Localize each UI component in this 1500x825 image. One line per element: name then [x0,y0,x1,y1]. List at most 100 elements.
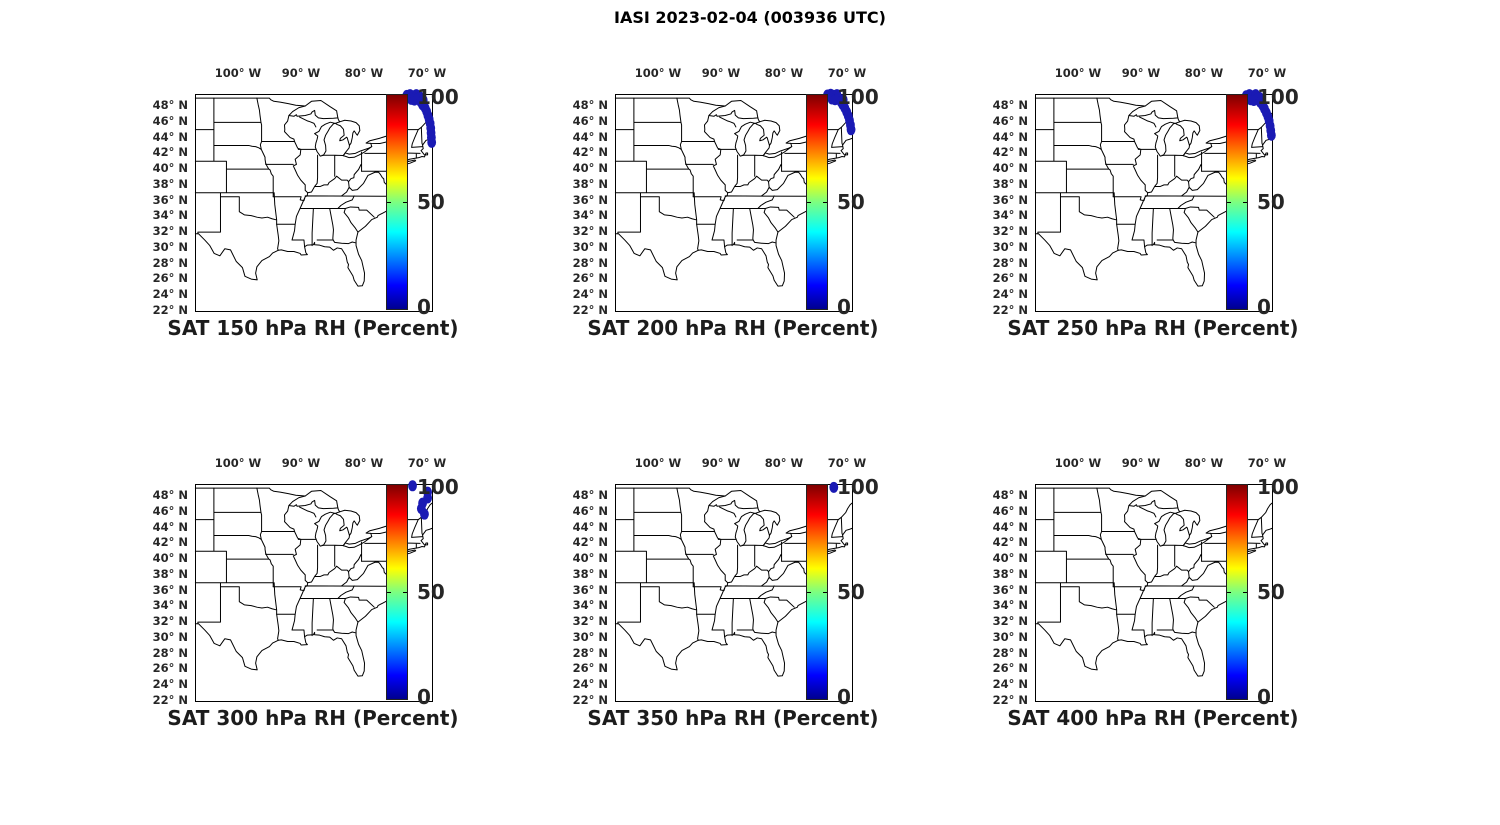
lat-tick-label: 24° N [572,677,608,692]
map-panel-150hpa: 100° W 90° W 80° W 70° W 48° N 46° N 44° N 42°… [140,54,540,364]
colorbar-label-mid: 50 [1257,190,1285,214]
colorbar-label-min: 0 [837,295,851,319]
lat-tick-label: 40° N [572,161,608,176]
colorbar [386,94,408,310]
lat-tick-label: 34° N [572,598,608,613]
colorbar [386,484,408,700]
lat-tick-label: 26° N [152,661,188,676]
us-map [614,88,856,287]
map-panel-250hpa: 100° W 90° W 80° W 70° W 48° N 46° N 44° N 42°… [980,54,1380,364]
colorbar-mid-tick-right [1243,202,1247,203]
lat-tick-label: 48° N [572,488,608,502]
lat-tick-label: 38° N [152,566,188,581]
map-panel-200hpa: 100° W 90° W 80° W 70° W 48° N 46° N 44° N 42°… [560,54,960,364]
lat-tick-label: 28° N [572,645,608,660]
colorbar [806,484,828,700]
lat-tick-label: 24° N [992,677,1028,692]
lon-tick-label: 70° W [407,456,447,470]
map-panel-400hpa: 100° W 90° W 80° W 70° W 48° N 46° N 44° N 42°… [980,444,1380,754]
scatter-points [823,88,856,136]
lat-tick-label: 40° N [572,551,608,566]
colorbar-label-max: 100 [837,475,879,499]
colorbar-mid-tick-right [1243,592,1247,593]
lat-tick-label: 40° N [992,551,1028,566]
lon-tick-label: 80° W [344,456,384,470]
lat-tick-label: 22° N [992,692,1028,707]
lat-tick-label: 36° N [572,582,608,597]
lat-tick-label: 24° N [152,677,188,692]
colorbar-label-max: 100 [417,85,459,109]
colorbar-label-mid: 50 [417,580,445,604]
lat-tick-label: 30° N [572,239,608,254]
lat-tick-label: 28° N [992,255,1028,270]
scatter-points [408,480,432,520]
lat-tick-label: 36° N [152,582,188,597]
lat-tick-label: 32° N [572,224,608,239]
lat-tick-label: 38° N [572,566,608,581]
panel-title: SAT 350 hPa RH (Percent) [587,706,879,730]
lat-tick-label: 28° N [572,255,608,270]
colorbar-label-min: 0 [1257,295,1271,319]
colorbar-label-min: 0 [417,295,431,319]
lat-tick-label: 34° N [152,598,188,613]
lon-tick-label: 80° W [1184,66,1224,80]
colorbar-label-mid: 50 [837,580,865,604]
lat-tick-label: 48° N [992,98,1028,112]
panel-title: SAT 400 hPa RH (Percent) [1007,706,1299,730]
colorbar-label-mid: 50 [1257,580,1285,604]
scatter-point [427,136,437,148]
lat-tick-label: 30° N [152,239,188,254]
lat-tick-label: 42° N [572,145,608,160]
colorbar-mid-tick-left [807,202,811,203]
lon-tick-label: 90° W [1121,456,1161,470]
lat-tick-label: 34° N [992,208,1028,223]
lat-tick-label: 42° N [992,145,1028,160]
lat-tick-label: 44° N [992,519,1028,534]
lat-tick-label: 32° N [572,614,608,629]
lat-tick-label: 26° N [572,271,608,286]
panel-title: SAT 200 hPa RH (Percent) [587,316,879,340]
lon-tick-label: 100° W [214,456,262,470]
us-map [194,89,437,287]
colorbar-mid-tick-right [403,202,407,203]
colorbar-label-max: 100 [1257,475,1299,499]
colorbar [1226,484,1248,700]
lat-tick-label: 38° N [992,176,1028,191]
lat-tick-label: 46° N [572,113,608,128]
colorbar-mid-tick-right [823,202,827,203]
colorbar-mid-tick-left [387,202,391,203]
lon-tick-label: 70° W [827,66,867,80]
lat-tick-label: 22° N [152,302,188,317]
scatter-point [829,481,839,493]
lat-tick-label: 46° N [992,113,1028,128]
lat-tick-label: 42° N [152,145,188,160]
colorbar-mid-tick-left [1227,592,1231,593]
lat-tick-label: 36° N [152,192,188,207]
colorbar-label-min: 0 [837,685,851,709]
lat-tick-label: 36° N [992,192,1028,207]
lat-tick-label: 24° N [572,287,608,302]
lat-tick-label: 32° N [992,224,1028,239]
lat-tick-label: 48° N [992,488,1028,502]
lon-tick-label: 100° W [634,66,682,80]
lat-tick-label: 22° N [152,692,188,707]
lon-tick-label: 90° W [281,66,321,80]
lat-tick-label: 32° N [152,614,188,629]
lat-tick-label: 44° N [572,519,608,534]
lat-tick-label: 30° N [572,629,608,644]
lat-tick-label: 48° N [152,98,188,112]
colorbar-label-min: 0 [417,685,431,709]
lat-tick-label: 38° N [992,566,1028,581]
lon-tick-label: 90° W [281,456,321,470]
lat-tick-label: 26° N [992,661,1028,676]
lat-tick-label: 46° N [572,503,608,518]
lat-tick-label: 40° N [152,551,188,566]
colorbar-mid-tick-left [1227,202,1231,203]
lat-tick-label: 34° N [572,208,608,223]
lat-tick-label: 22° N [992,302,1028,317]
lon-tick-label: 100° W [214,66,262,80]
lat-tick-label: 44° N [152,129,188,144]
colorbar [1226,94,1248,310]
lat-tick-label: 30° N [152,629,188,644]
